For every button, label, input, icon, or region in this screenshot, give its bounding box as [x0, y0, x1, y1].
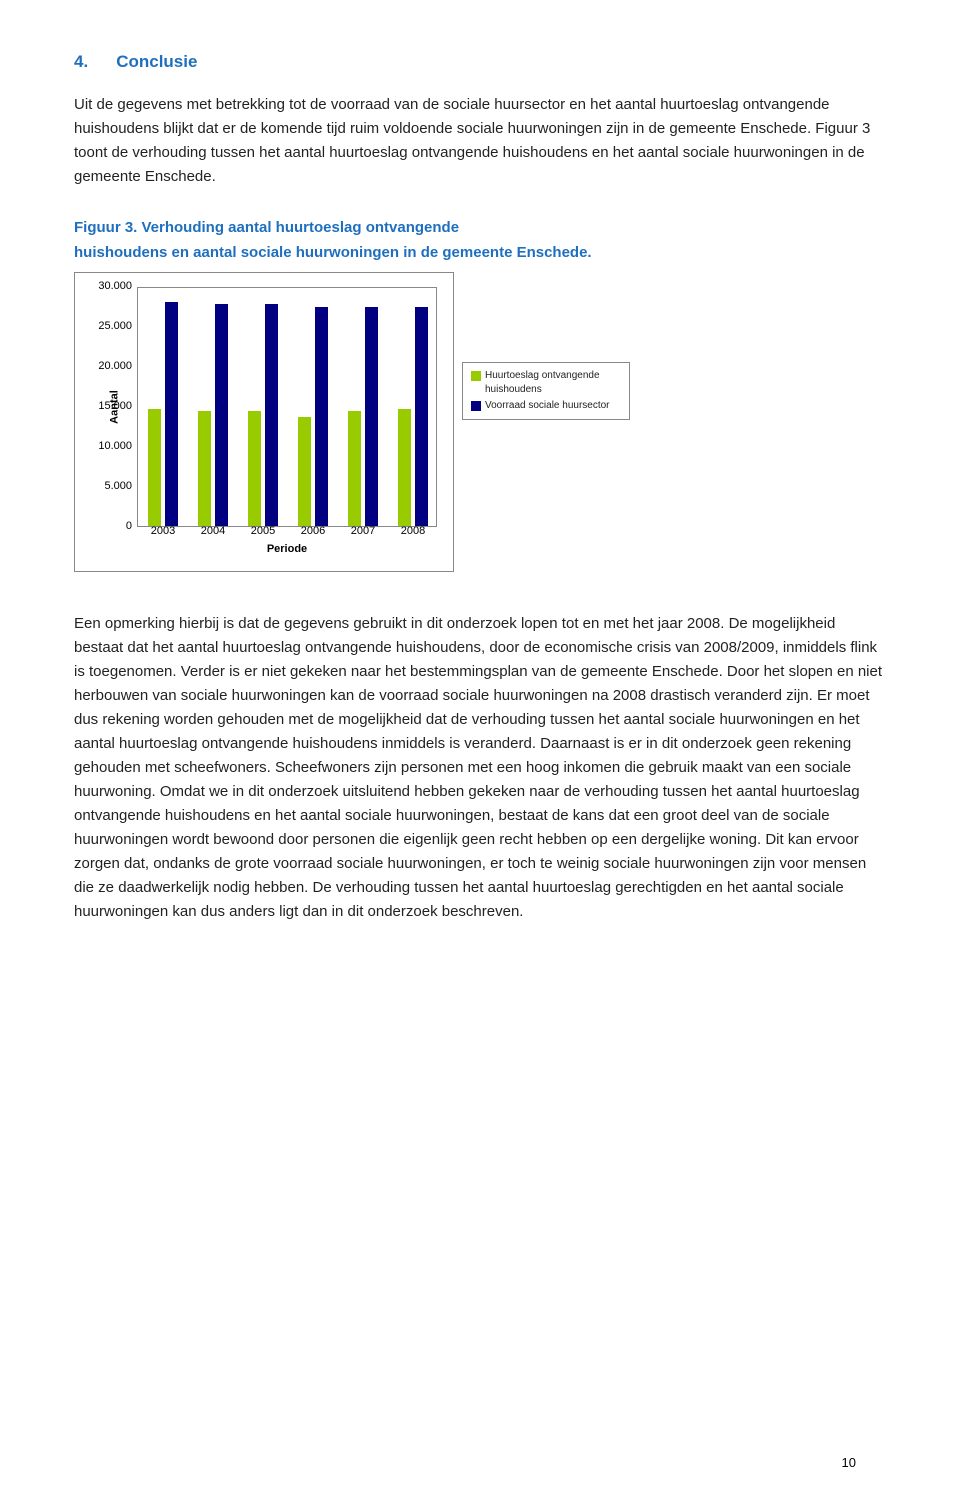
- chart-y-tick: 5.000: [104, 477, 132, 495]
- figure-caption-line: Figuur 3. Verhouding aantal huurtoeslag …: [74, 217, 886, 240]
- legend-label: Huurtoeslag ontvangende huishoudens: [485, 369, 621, 397]
- figure-3: Aantal Periode 05.00010.00015.00020.0002…: [74, 272, 886, 572]
- intro-paragraph: Uit de gegevens met betrekking tot de vo…: [74, 93, 886, 189]
- chart-bar: [298, 417, 311, 526]
- legend-label: Voorraad sociale huursector: [485, 399, 610, 413]
- chart-bar: [265, 304, 278, 526]
- legend-item: Huurtoeslag ontvangende huishoudens: [471, 369, 621, 397]
- figure-caption: Figuur 3. Verhouding aantal huurtoeslag …: [74, 217, 886, 264]
- chart-y-tick: 10.000: [98, 437, 132, 455]
- section-title-text: Conclusie: [116, 52, 197, 71]
- legend-swatch: [471, 401, 481, 411]
- chart-bar: [165, 302, 178, 526]
- chart-x-axis-label: Periode: [267, 541, 307, 559]
- conclusion-paragraph: Een opmerking hierbij is dat de gegevens…: [74, 612, 886, 924]
- chart-plot-area: Aantal Periode 05.00010.00015.00020.0002…: [137, 287, 437, 527]
- chart-y-tick: 0: [126, 517, 132, 535]
- chart-bar: [315, 307, 328, 526]
- section-number: 4.: [74, 52, 88, 71]
- chart-y-tick: 20.000: [98, 357, 132, 375]
- chart-bar: [215, 304, 228, 526]
- chart-bar: [365, 307, 378, 526]
- chart-bar: [415, 307, 428, 526]
- chart-frame: Aantal Periode 05.00010.00015.00020.0002…: [74, 272, 454, 572]
- page-number: 10: [842, 1453, 856, 1474]
- section-heading: 4. Conclusie: [74, 48, 886, 75]
- chart-bar: [248, 411, 261, 526]
- chart-bar: [398, 409, 411, 526]
- chart-bar: [348, 411, 361, 526]
- figure-caption-line: huishoudens en aantal sociale huurwoning…: [74, 242, 886, 265]
- chart-legend: Huurtoeslag ontvangende huishoudens Voor…: [462, 362, 630, 420]
- chart-y-tick: 25.000: [98, 317, 132, 335]
- chart-bar: [198, 411, 211, 526]
- chart-y-tick: 30.000: [98, 277, 132, 295]
- chart-bar: [148, 409, 161, 526]
- chart-y-tick: 15.000: [98, 397, 132, 415]
- legend-item: Voorraad sociale huursector: [471, 399, 621, 413]
- legend-swatch: [471, 371, 481, 381]
